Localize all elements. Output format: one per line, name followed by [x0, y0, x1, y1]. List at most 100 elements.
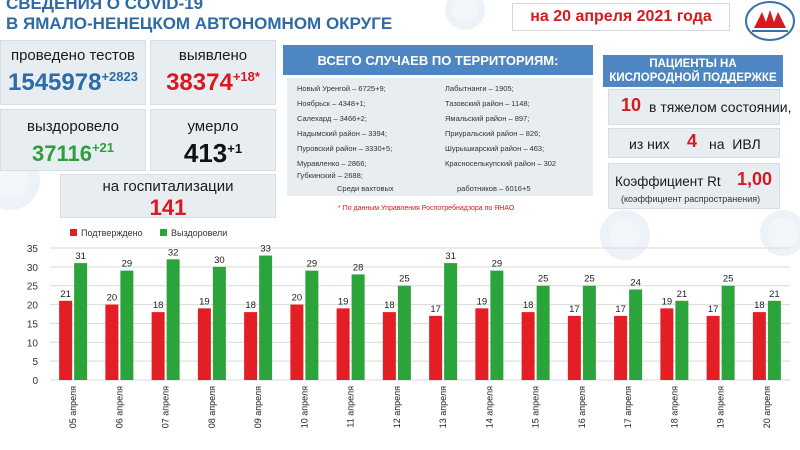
title-line-2: В ЯМАЛО-НЕНЕЦКОМ АВТОНОМНОМ ОКРУГЕ: [6, 14, 393, 33]
tests-value: 1545978+2823: [8, 69, 138, 96]
bar-confirmed: [521, 312, 535, 380]
tests-label: проведено тестов: [10, 47, 136, 64]
bar-recovered: [259, 255, 273, 380]
territory-item: Лабытнанги – 1905;: [445, 84, 514, 93]
hospital-card: на госпитализации 141: [60, 174, 276, 220]
data-label: 25: [538, 274, 549, 285]
bar-recovered: [351, 274, 365, 380]
rt-sub: (коэффициент распространения): [621, 194, 761, 204]
data-label: 21: [769, 289, 780, 300]
territories-panel: Новый Уренгой – 6725+9; Ноябрьск – 4348+…: [287, 78, 593, 196]
bar-recovered: [721, 285, 735, 380]
bar-confirmed: [290, 304, 304, 380]
bar-confirmed: [244, 312, 258, 380]
chart-svg: 0 5 10 15 20 25 30 35 Подтверждено Выздоровели 21 3…: [27, 228, 790, 428]
bar-recovered: [582, 285, 596, 380]
recovered-card: выздоровело 37116+21: [0, 109, 146, 171]
bar-confirmed: [475, 308, 489, 380]
y-tick-label: 0: [32, 376, 38, 387]
bar-confirmed: [151, 312, 165, 380]
territory-item: Ноябрьск – 4348+1;: [297, 99, 366, 108]
data-label: 17: [615, 304, 626, 315]
severe-text: в тяжелом состоянии,: [649, 99, 792, 115]
data-label: 32: [168, 247, 179, 258]
y-tick-label: 35: [27, 244, 39, 255]
severe-value: 10: [621, 95, 642, 115]
data-label: 18: [245, 300, 256, 311]
tests-card: проведено тестов 1545978+2823: [0, 40, 146, 105]
territory-item: Тазовский район – 1148;: [445, 99, 530, 108]
data-label: 18: [384, 300, 395, 311]
data-label: 31: [445, 251, 456, 262]
bar-recovered: [166, 259, 180, 380]
recovered-delta: +21: [91, 140, 115, 155]
data-label: 29: [492, 259, 503, 270]
territory-item: Ямальский район – 897;: [445, 114, 530, 123]
data-label: 25: [399, 274, 410, 285]
legend-label: Выздоровели: [171, 228, 227, 238]
x-tick-label: 15 апреля: [531, 386, 541, 428]
data-label: 19: [477, 296, 488, 307]
territory-item: Салехард – 3466+2;: [297, 114, 367, 123]
y-tick-label: 10: [27, 338, 39, 349]
data-label: 20: [292, 293, 303, 304]
bar-recovered: [444, 263, 458, 380]
x-tick-label: 14 апреля: [484, 386, 494, 428]
report-date: на 20 апреля 2021 года: [512, 3, 730, 31]
data-label: 18: [523, 300, 534, 311]
y-tick-label: 25: [27, 282, 39, 293]
virus-decoration-icon: [445, 0, 485, 30]
x-tick-label: 08 апреля: [207, 386, 217, 428]
died-delta: +1: [227, 141, 243, 156]
x-tick-label: 05 апреля: [68, 386, 78, 428]
legend-swatch: [160, 229, 167, 236]
territory-item: Новый Уренгой – 6725+9;: [297, 84, 386, 93]
data-label: 24: [630, 277, 641, 288]
tests-delta: +2823: [101, 69, 138, 84]
legend-label: Подтверждено: [81, 228, 143, 238]
territory-item: Шурышкарский район – 463;: [445, 144, 545, 153]
hospital-value: 141: [149, 195, 187, 220]
severe-patients-box: 10 в тяжелом состоянии,: [608, 89, 791, 125]
rt-label: Коэффициент Rt: [615, 174, 721, 189]
bar-confirmed: [660, 308, 674, 380]
legend-swatch: [70, 229, 77, 236]
data-label: 33: [260, 244, 271, 255]
x-tick-label: 19 апреля: [716, 386, 726, 428]
y-tick-label: 20: [27, 301, 39, 312]
bar-confirmed: [567, 315, 581, 380]
data-label: 21: [60, 289, 71, 300]
x-tick-label: 16 апреля: [577, 386, 587, 428]
bar-confirmed: [614, 315, 628, 380]
bar-recovered: [212, 266, 226, 380]
territory-item: Муравленко – 2866;: [297, 159, 367, 168]
territory-item: Приуральский район – 826;: [445, 129, 541, 138]
died-label: умерло: [187, 118, 239, 135]
y-tick-label: 30: [27, 263, 39, 274]
x-tick-label: 07 апреля: [161, 386, 171, 428]
data-label: 19: [199, 296, 210, 307]
data-label: 30: [214, 255, 225, 266]
bar-recovered: [74, 263, 88, 380]
x-tick-label: 20 апреля: [762, 386, 772, 428]
bar-recovered: [120, 270, 134, 380]
data-label: 18: [153, 300, 164, 311]
rt-box: Коэффициент Rt 1,00 (коэффициент распрос…: [608, 163, 780, 209]
region-logo-icon: [745, 1, 795, 41]
x-tick-label: 10 апреля: [299, 386, 309, 428]
x-tick-label: 06 апреля: [114, 386, 124, 428]
territory-item: Красноселькупский район – 302: [445, 159, 557, 168]
data-label: 18: [754, 300, 765, 311]
data-label: 21: [677, 289, 688, 300]
bar-recovered: [397, 285, 411, 380]
bar-confirmed: [752, 312, 766, 380]
territory-item: Надымский район – 3394;: [297, 129, 387, 138]
bar-recovered: [767, 300, 781, 380]
territory-item: Пуровский район – 3330+5;: [297, 144, 393, 153]
source-note: * По данным Управления Роспотребнадзора …: [338, 205, 515, 212]
y-tick-label: 5: [32, 357, 38, 368]
ivl-value: 4: [687, 131, 698, 151]
data-label: 25: [723, 274, 734, 285]
detected-value: 38374+18*: [166, 69, 260, 96]
bar-recovered: [536, 285, 550, 380]
